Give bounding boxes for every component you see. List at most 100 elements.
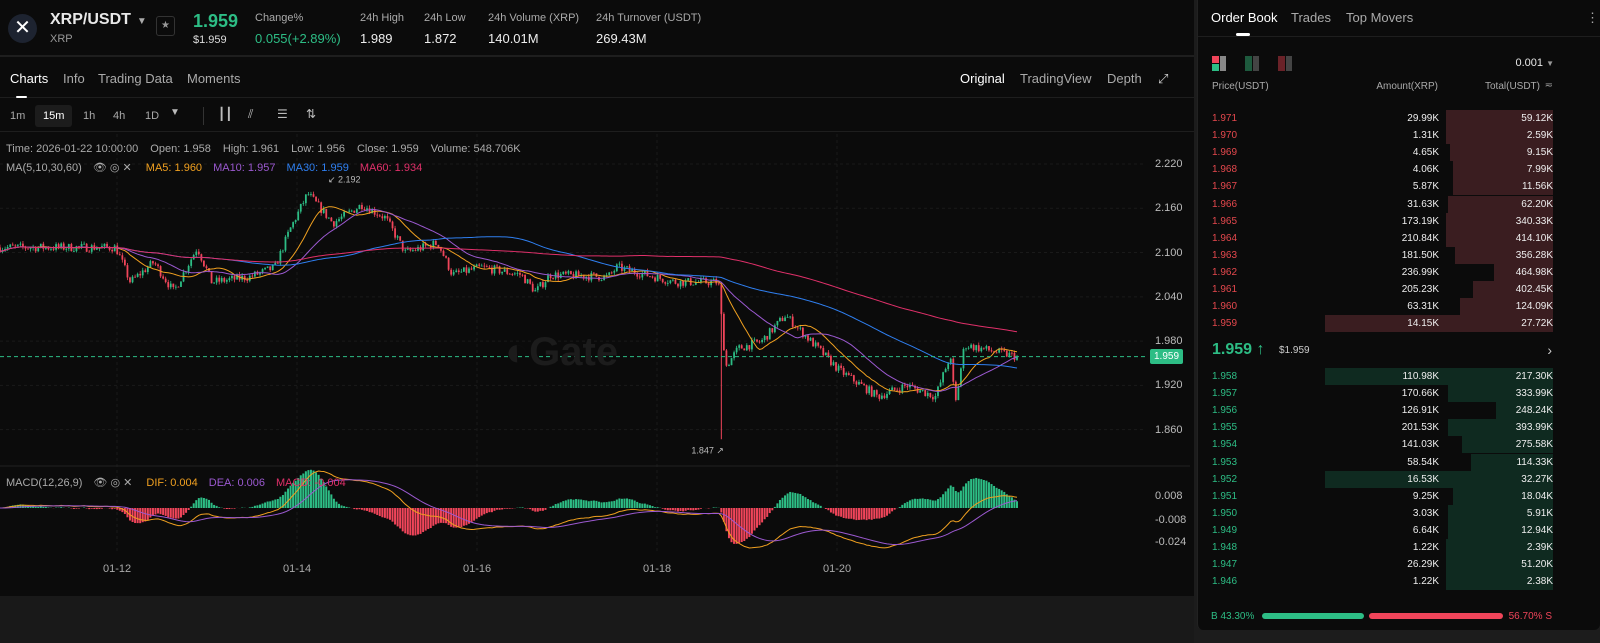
tab-charts[interactable]: Charts: [10, 71, 49, 86]
tab-info[interactable]: Info: [63, 71, 85, 86]
macd-bar: [835, 508, 838, 516]
candle: [656, 274, 659, 282]
bid-row[interactable]: 1.953 58.54K 114.33K: [1198, 453, 1600, 471]
candle: [682, 280, 684, 286]
candle: [19, 243, 22, 245]
more-icon[interactable]: ⋮: [1586, 10, 1599, 25]
depth-bar: [1325, 315, 1553, 333]
candle: [995, 352, 998, 354]
macd-bar: [730, 508, 733, 543]
amount: 110.98K: [1402, 371, 1439, 382]
tab-trades[interactable]: Trades: [1291, 10, 1331, 25]
candle: [480, 265, 483, 267]
eye-icon[interactable]: 👁︎ ◎ ✕: [92, 162, 132, 174]
view-tradingview[interactable]: TradingView: [1020, 71, 1092, 86]
macd-bar: [353, 508, 356, 510]
bid-row[interactable]: 1.951 9.25K 18.04K: [1198, 487, 1600, 505]
timeframe-15m[interactable]: 15m: [35, 105, 73, 127]
depth-bar: [1448, 419, 1553, 437]
candle: [62, 243, 65, 250]
candle: [29, 248, 32, 249]
macd-bar: [271, 500, 274, 508]
view-bids-icon[interactable]: [1245, 56, 1261, 71]
candle: [493, 265, 496, 274]
indicators-icon[interactable]: ⫽: [248, 107, 254, 121]
timeframe-4h[interactable]: 4h: [113, 110, 126, 122]
candle: [773, 325, 776, 333]
amount: 1.22K: [1412, 576, 1439, 588]
sort-icon[interactable]: ≂: [1544, 80, 1553, 91]
price: 1.964: [1212, 232, 1238, 244]
timeframe-1m[interactable]: 1m: [10, 110, 26, 122]
current-price-tag: 1.959: [1150, 349, 1184, 364]
ask-row[interactable]: 1.966 31.63K 62.20K: [1198, 195, 1600, 213]
bid-row[interactable]: 1.950 3.03K 5.91K: [1198, 504, 1600, 522]
candle: [162, 276, 165, 279]
bid-row[interactable]: 1.954 141.03K 275.58K: [1198, 436, 1600, 454]
ask-row[interactable]: 1.970 1.31K 2.59K: [1198, 127, 1600, 145]
macd-bar: [373, 508, 376, 514]
bid-row[interactable]: 1.948 1.22K 2.39K: [1198, 539, 1600, 556]
favorite-star-icon[interactable]: ★: [156, 16, 175, 36]
view-original[interactable]: Original: [960, 71, 1005, 86]
bid-row[interactable]: 1.958 110.98K 217.30K: [1198, 368, 1600, 385]
ask-row[interactable]: 1.971 29.99K 59.12K: [1198, 110, 1600, 127]
chevron-right-icon[interactable]: ›: [1547, 342, 1552, 358]
tab-trading-data[interactable]: Trading Data: [98, 71, 173, 86]
candle: [924, 390, 927, 397]
ask-row[interactable]: 1.959 14.15K 27.72K: [1198, 315, 1600, 333]
drawing-tools-icon[interactable]: ☰: [277, 107, 288, 121]
candle: [651, 276, 654, 278]
pair-selector[interactable]: XRP/USDT ▼: [50, 11, 147, 29]
timeframe-dropdown-icon[interactable]: ▼: [170, 107, 180, 118]
view-depth[interactable]: Depth: [1107, 71, 1142, 86]
candle: [299, 203, 302, 212]
ask-row[interactable]: 1.965 173.19K 340.33K: [1198, 212, 1600, 230]
candle: [396, 236, 399, 238]
bid-row[interactable]: 1.952 16.53K 32.27K: [1198, 470, 1600, 488]
tab-order-book[interactable]: Order Book: [1211, 10, 1278, 25]
candle: [643, 270, 646, 274]
bid-row[interactable]: 1.956 126.91K 248.24K: [1198, 402, 1600, 420]
eye-icon[interactable]: 👁︎ ◎ ✕: [93, 477, 133, 489]
candle: [982, 347, 985, 349]
macd-bar: [496, 508, 499, 510]
expand-icon[interactable]: ⤢: [1158, 71, 1169, 86]
candle: [972, 344, 975, 351]
settings-icon[interactable]: ⇅: [306, 107, 317, 121]
view-both-icon[interactable]: [1212, 56, 1228, 71]
ask-row[interactable]: 1.964 210.84K 414.10K: [1198, 229, 1600, 247]
ask-row[interactable]: 1.962 236.99K 464.98K: [1198, 263, 1600, 281]
depth-bar: [1496, 402, 1553, 420]
candle: [926, 392, 929, 397]
bid-row[interactable]: 1.946 1.22K 2.38K: [1198, 573, 1600, 591]
macd-bar: [972, 478, 975, 508]
ask-row[interactable]: 1.961 205.23K 402.45K: [1198, 281, 1600, 298]
macd-bar: [597, 501, 600, 508]
tab-top-movers[interactable]: Top Movers: [1346, 10, 1414, 25]
candle: [582, 275, 585, 279]
tab-moments[interactable]: Moments: [187, 71, 241, 86]
timeframe-1h[interactable]: 1h: [83, 110, 96, 122]
ask-row[interactable]: 1.967 5.87K 11.56K: [1198, 178, 1600, 196]
candle-type-icon[interactable]: ┃┃: [218, 107, 233, 121]
macd-bar: [182, 508, 185, 516]
macd-bar: [529, 508, 532, 510]
view-asks-icon[interactable]: [1278, 56, 1294, 71]
ask-row[interactable]: 1.963 181.50K 356.28K: [1198, 246, 1600, 264]
timeframe-1d[interactable]: 1D: [145, 110, 160, 122]
bid-row[interactable]: 1.957 170.66K 333.99K: [1198, 385, 1600, 403]
macd-bar: [643, 503, 646, 508]
ask-row[interactable]: 1.968 4.06K 7.99K: [1198, 161, 1600, 179]
bid-row[interactable]: 1.949 6.64K 12.94K: [1198, 521, 1600, 539]
macd-bar: [399, 508, 402, 529]
macd-bar: [16, 504, 19, 508]
macd-bar: [108, 508, 111, 509]
precision-select[interactable]: 0.001 ▼: [1515, 57, 1554, 69]
candlestick-chart[interactable]: 1.847 ↗ ↙ 2.192: [0, 134, 1190, 596]
ask-row[interactable]: 1.969 4.65K 9.15K: [1198, 144, 1600, 162]
bid-row[interactable]: 1.947 26.29K 51.20K: [1198, 556, 1600, 574]
macd-bar: [98, 508, 101, 510]
ask-row[interactable]: 1.960 63.31K 124.09K: [1198, 298, 1600, 316]
bid-row[interactable]: 1.955 201.53K 393.99K: [1198, 419, 1600, 437]
